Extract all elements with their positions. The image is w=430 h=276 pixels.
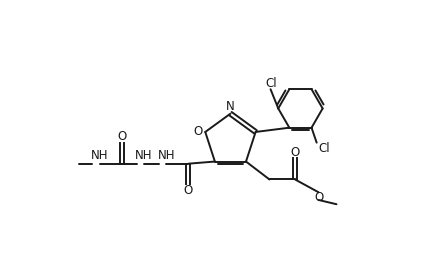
Text: O: O	[193, 126, 202, 139]
Text: Cl: Cl	[318, 142, 329, 155]
Text: O: O	[183, 184, 193, 197]
Text: O: O	[290, 146, 299, 159]
Text: Cl: Cl	[265, 77, 276, 90]
Text: O: O	[117, 130, 126, 143]
Text: O: O	[313, 191, 322, 204]
Text: NH: NH	[91, 150, 108, 163]
Text: N: N	[226, 100, 234, 113]
Text: NH: NH	[157, 150, 175, 163]
Text: NH: NH	[135, 150, 152, 163]
